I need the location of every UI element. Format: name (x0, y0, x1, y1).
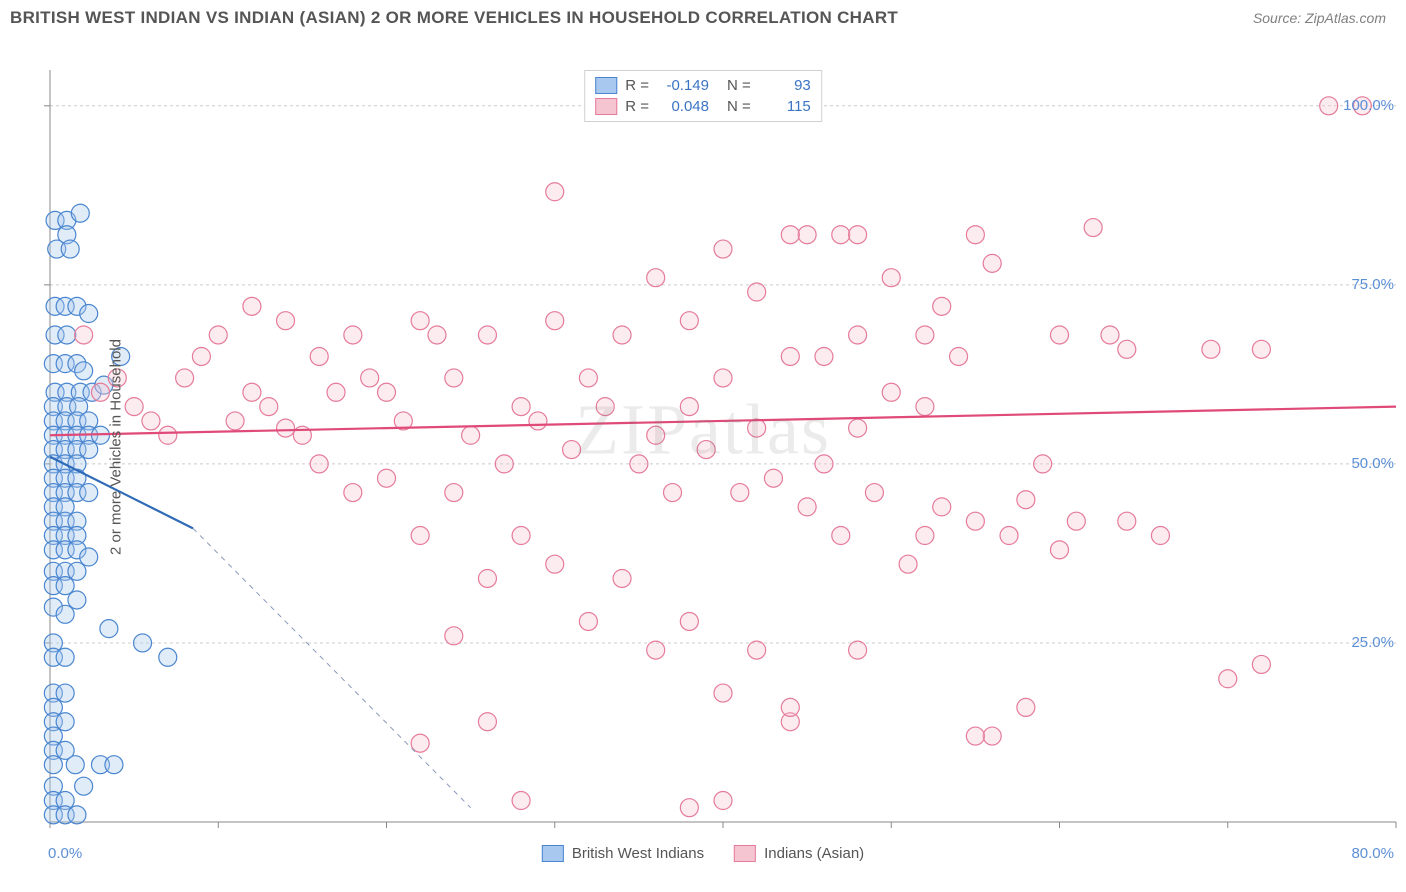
legend-item: Indians (Asian) (734, 845, 864, 862)
chart-area: ZIPatlas 2 or more Vehicles in Household… (0, 32, 1406, 862)
stat-n-value: 93 (759, 77, 811, 94)
legend-label: British West Indians (572, 845, 704, 862)
scatter-plot (0, 32, 1406, 862)
stat-r-label: R = (625, 77, 649, 94)
stat-n-value: 115 (759, 98, 811, 115)
series-swatch (595, 77, 617, 94)
y-tick-label: 50.0% (1351, 455, 1394, 472)
series-legend: British West Indians Indians (Asian) (542, 845, 864, 862)
stat-r-value: 0.048 (657, 98, 709, 115)
chart-source: Source: ZipAtlas.com (1253, 10, 1386, 26)
stat-r-label: R = (625, 98, 649, 115)
y-tick-label: 100.0% (1343, 97, 1394, 114)
legend-swatch (734, 845, 756, 862)
stats-row: R = 0.048 N = 115 (595, 96, 811, 117)
legend-item: British West Indians (542, 845, 704, 862)
stat-n-label: N = (727, 77, 751, 94)
stat-r-value: -0.149 (657, 77, 709, 94)
legend-label: Indians (Asian) (764, 845, 864, 862)
stats-legend-box: R = -0.149 N = 93 R = 0.048 N = 115 (584, 70, 822, 122)
stats-row: R = -0.149 N = 93 (595, 75, 811, 96)
x-tick-label: 0.0% (48, 845, 82, 862)
x-tick-label: 80.0% (1351, 845, 1394, 862)
stat-n-label: N = (727, 98, 751, 115)
chart-header: BRITISH WEST INDIAN VS INDIAN (ASIAN) 2 … (0, 0, 1406, 32)
series-swatch (595, 98, 617, 115)
y-tick-label: 25.0% (1351, 634, 1394, 651)
y-tick-label: 75.0% (1351, 276, 1394, 293)
y-axis-label: 2 or more Vehicles in Household (107, 339, 124, 555)
legend-swatch (542, 845, 564, 862)
chart-title: BRITISH WEST INDIAN VS INDIAN (ASIAN) 2 … (10, 8, 898, 28)
